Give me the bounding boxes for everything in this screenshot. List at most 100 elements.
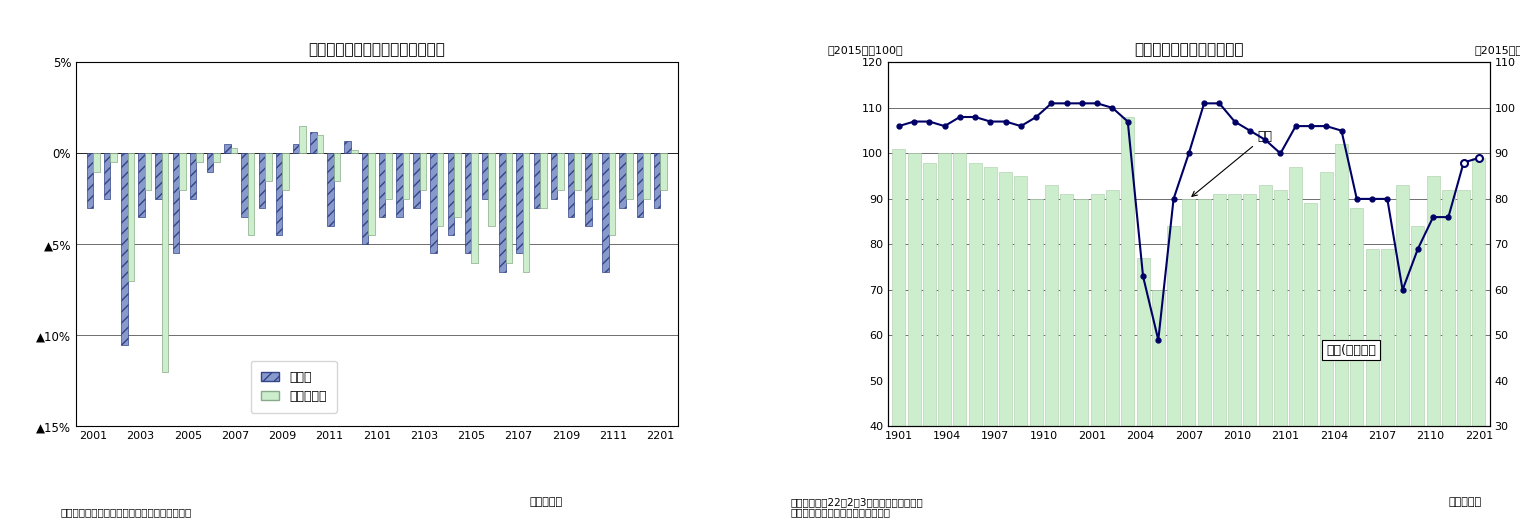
Bar: [488, 153, 496, 226]
Bar: [620, 153, 626, 208]
Text: （資料）経済産業省「製造工業生産予測指数」: （資料）経済産業省「製造工業生産予測指数」: [61, 508, 192, 517]
Bar: [585, 153, 591, 226]
Bar: [111, 153, 117, 162]
Bar: [523, 153, 529, 271]
Bar: [999, 172, 1012, 520]
Bar: [1427, 176, 1439, 520]
Bar: [892, 149, 906, 520]
Bar: [103, 153, 111, 199]
Bar: [1061, 194, 1073, 520]
Bar: [610, 153, 616, 235]
Bar: [258, 153, 264, 208]
Bar: [1335, 144, 1348, 520]
Bar: [231, 148, 237, 153]
Bar: [1243, 194, 1257, 520]
Bar: [1473, 158, 1485, 520]
Bar: [264, 153, 272, 180]
Bar: [643, 153, 649, 199]
Bar: [345, 140, 351, 153]
Bar: [223, 144, 231, 153]
Bar: [654, 153, 660, 208]
Bar: [626, 153, 632, 199]
Bar: [1274, 190, 1287, 520]
Bar: [540, 153, 547, 208]
Bar: [953, 153, 967, 520]
Bar: [534, 153, 540, 208]
Bar: [447, 153, 454, 235]
Bar: [558, 153, 564, 190]
Bar: [923, 162, 936, 520]
Bar: [327, 153, 334, 226]
Bar: [1091, 194, 1104, 520]
Bar: [568, 153, 575, 217]
Bar: [1289, 167, 1303, 520]
Bar: [506, 153, 512, 263]
Bar: [968, 162, 982, 520]
Bar: [420, 153, 426, 190]
Bar: [1304, 203, 1318, 520]
Bar: [275, 153, 283, 235]
Bar: [190, 153, 196, 199]
Bar: [436, 153, 444, 226]
Bar: [1319, 172, 1333, 520]
Bar: [482, 153, 488, 199]
Bar: [310, 132, 316, 153]
Bar: [93, 153, 100, 172]
Bar: [1076, 199, 1088, 520]
Text: （年・月）: （年・月）: [529, 497, 562, 507]
Bar: [907, 153, 921, 520]
Bar: [591, 153, 599, 199]
Text: （2015年＝100）: （2015年＝100）: [1474, 45, 1520, 55]
Bar: [1412, 226, 1424, 520]
Bar: [637, 153, 643, 217]
Bar: [1213, 194, 1225, 520]
Title: 輸送機械の生産、在庫動向: 輸送機械の生産、在庫動向: [1134, 42, 1243, 57]
Bar: [334, 153, 340, 180]
Title: 最近の実現率、予測修正率の推移: 最近の実現率、予測修正率の推移: [309, 42, 445, 57]
Bar: [1350, 208, 1363, 520]
Bar: [144, 153, 152, 190]
Bar: [378, 153, 386, 217]
Bar: [1183, 199, 1195, 520]
Bar: [138, 153, 144, 217]
Bar: [155, 153, 163, 199]
Legend: 実現率, 予測修正率: 実現率, 予測修正率: [251, 361, 337, 413]
Bar: [386, 153, 392, 199]
Bar: [1198, 199, 1210, 520]
Text: （資料）経済産業省「鉱工業指数」: （資料）経済産業省「鉱工業指数」: [790, 508, 891, 517]
Bar: [1259, 185, 1272, 520]
Bar: [87, 153, 93, 208]
Bar: [1107, 190, 1119, 520]
Bar: [1122, 117, 1134, 520]
Bar: [163, 153, 169, 372]
Bar: [430, 153, 436, 253]
Bar: [213, 153, 220, 162]
Bar: [283, 153, 289, 190]
Text: （注）生産の22年2、3月は予測指数で延長: （注）生産の22年2、3月は予測指数で延長: [790, 497, 923, 507]
Bar: [471, 153, 477, 263]
Bar: [368, 153, 375, 235]
Bar: [179, 153, 185, 190]
Bar: [242, 153, 248, 217]
Bar: [517, 153, 523, 253]
Bar: [575, 153, 581, 190]
Bar: [454, 153, 461, 217]
Bar: [983, 167, 997, 520]
Bar: [173, 153, 179, 253]
Text: （2015年＝100）: （2015年＝100）: [828, 45, 903, 55]
Bar: [299, 126, 306, 153]
Bar: [1044, 185, 1058, 520]
Bar: [316, 135, 324, 153]
Bar: [499, 153, 506, 271]
Bar: [1167, 226, 1180, 520]
Bar: [403, 153, 409, 199]
Bar: [1365, 249, 1379, 520]
Text: 生産: 生産: [1192, 130, 1272, 197]
Bar: [207, 153, 213, 172]
Bar: [602, 153, 610, 271]
Bar: [1029, 199, 1043, 520]
Bar: [413, 153, 420, 208]
Bar: [1395, 185, 1409, 520]
Text: 在庫(右目盛）: 在庫(右目盛）: [1327, 344, 1376, 357]
Bar: [1152, 290, 1164, 520]
